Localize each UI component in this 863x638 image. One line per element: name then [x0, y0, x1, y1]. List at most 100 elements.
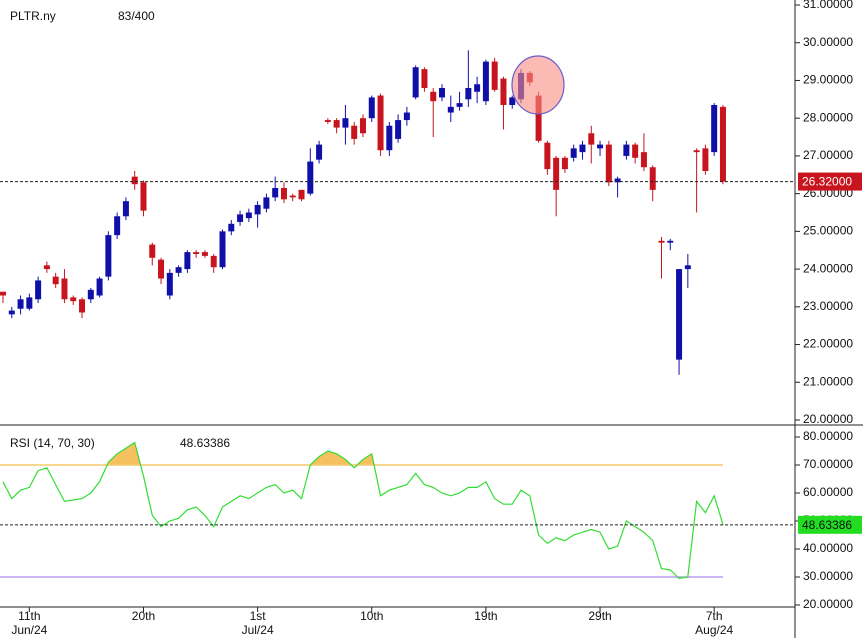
candle-body: [640, 152, 647, 168]
candle-body: [684, 265, 691, 270]
last-price-label: 26.32000: [802, 175, 852, 189]
x-tick-label: 11th: [18, 609, 40, 623]
y-tick-label: 22.00000: [803, 337, 853, 351]
candle-body: [17, 299, 24, 309]
candle-body: [368, 97, 375, 119]
y-tick-label: 60.00000: [803, 485, 853, 499]
candle-body: [324, 120, 331, 122]
y-tick-label: 27.00000: [803, 148, 853, 162]
candle-body: [316, 144, 323, 160]
candle-body: [553, 157, 560, 190]
bar-count: 83/400: [118, 9, 155, 23]
candle-body: [228, 223, 235, 232]
highlight-circle: [511, 55, 565, 115]
candle-body: [500, 78, 507, 105]
y-tick-label: 80.00000: [803, 429, 853, 443]
candle-body: [0, 291, 6, 296]
candle-body: [210, 255, 217, 268]
candle-body: [333, 120, 340, 128]
x-tick-label: 29th: [588, 609, 611, 623]
candle-body: [8, 310, 15, 315]
candle-body: [105, 235, 112, 277]
candle-body: [79, 299, 86, 313]
candle-body: [96, 278, 103, 296]
candle-body: [351, 125, 358, 139]
last-price-box: [798, 172, 862, 191]
candle-body: [693, 150, 700, 153]
candle-body: [430, 91, 437, 102]
candle-body: [254, 204, 261, 215]
candle-body: [439, 88, 445, 98]
candle-body: [482, 61, 489, 102]
candle-body: [412, 67, 419, 98]
candle-body: [219, 231, 226, 268]
candle-body: [614, 178, 621, 183]
candle-body: [114, 216, 121, 236]
candle-body: [184, 252, 191, 270]
candle-body: [359, 118, 366, 134]
candle-body: [35, 280, 42, 300]
candle-body: [605, 144, 612, 183]
candle-body: [280, 187, 287, 200]
y-tick-label: 70.00000: [803, 457, 853, 471]
candle-body: [597, 144, 604, 149]
candle-body: [447, 106, 454, 113]
candle-body: [61, 278, 68, 300]
rsi-value: 48.63386: [180, 436, 230, 450]
chart-title: PLTR.ny: [10, 9, 56, 23]
candle-body: [70, 297, 77, 302]
y-tick-label: 25.00000: [803, 224, 853, 238]
candle-body: [570, 148, 577, 158]
x-tick-label: 19th: [474, 609, 497, 623]
candle-body: [719, 106, 726, 182]
x-tick-label: 1st: [250, 609, 267, 623]
candle-body: [87, 289, 94, 300]
y-tick-label: 40.00000: [803, 541, 853, 555]
candle-body: [403, 112, 410, 121]
rsi-line: [2, 441, 724, 580]
candle-body: [43, 265, 50, 270]
y-tick-label: 30.00000: [803, 569, 853, 583]
y-tick-label: 28.00000: [803, 110, 853, 124]
y-tick-label: 31.00000: [803, 0, 853, 11]
overbought-fill: [3, 442, 723, 465]
candle-body: [711, 104, 718, 153]
y-tick-label: 30.00000: [803, 35, 853, 49]
last-value-box: [798, 515, 862, 534]
candle-body: [307, 161, 314, 194]
y-tick-label: 24.00000: [803, 261, 853, 275]
candle-body: [175, 267, 182, 273]
candle-body: [272, 187, 279, 198]
y-tick-label: 21.00000: [803, 374, 853, 388]
y-tick-label: 29.00000: [803, 73, 853, 87]
candle-body: [263, 197, 270, 209]
candle-body: [474, 84, 481, 92]
candle-body: [535, 95, 542, 141]
rsi-title: RSI (14, 70, 30): [10, 436, 95, 450]
candle-body: [193, 252, 200, 254]
x-tick-label: Aug/24: [695, 623, 733, 637]
candle-body: [342, 118, 349, 128]
candle-body: [676, 269, 683, 360]
y-tick-label: 20.00000: [803, 597, 853, 611]
rsi-panel: [0, 441, 795, 580]
candle-body: [122, 201, 129, 217]
x-tick-label: Jul/24: [242, 623, 274, 637]
candle-body: [632, 144, 639, 158]
candle-body: [509, 97, 516, 105]
candle-body: [544, 142, 551, 170]
candle-body: [166, 272, 173, 296]
candle-body: [245, 212, 252, 219]
candle-body: [149, 244, 156, 258]
x-tick-label: 7th: [706, 609, 723, 623]
x-tick-label: Jun/24: [11, 623, 47, 637]
candle-body: [465, 88, 472, 100]
x-tick-label: 20th: [132, 609, 155, 623]
price-panel: [0, 50, 795, 375]
x-tick-label: 10th: [360, 609, 383, 623]
y-tick-label: 23.00000: [803, 299, 853, 313]
candle-body: [658, 240, 665, 243]
